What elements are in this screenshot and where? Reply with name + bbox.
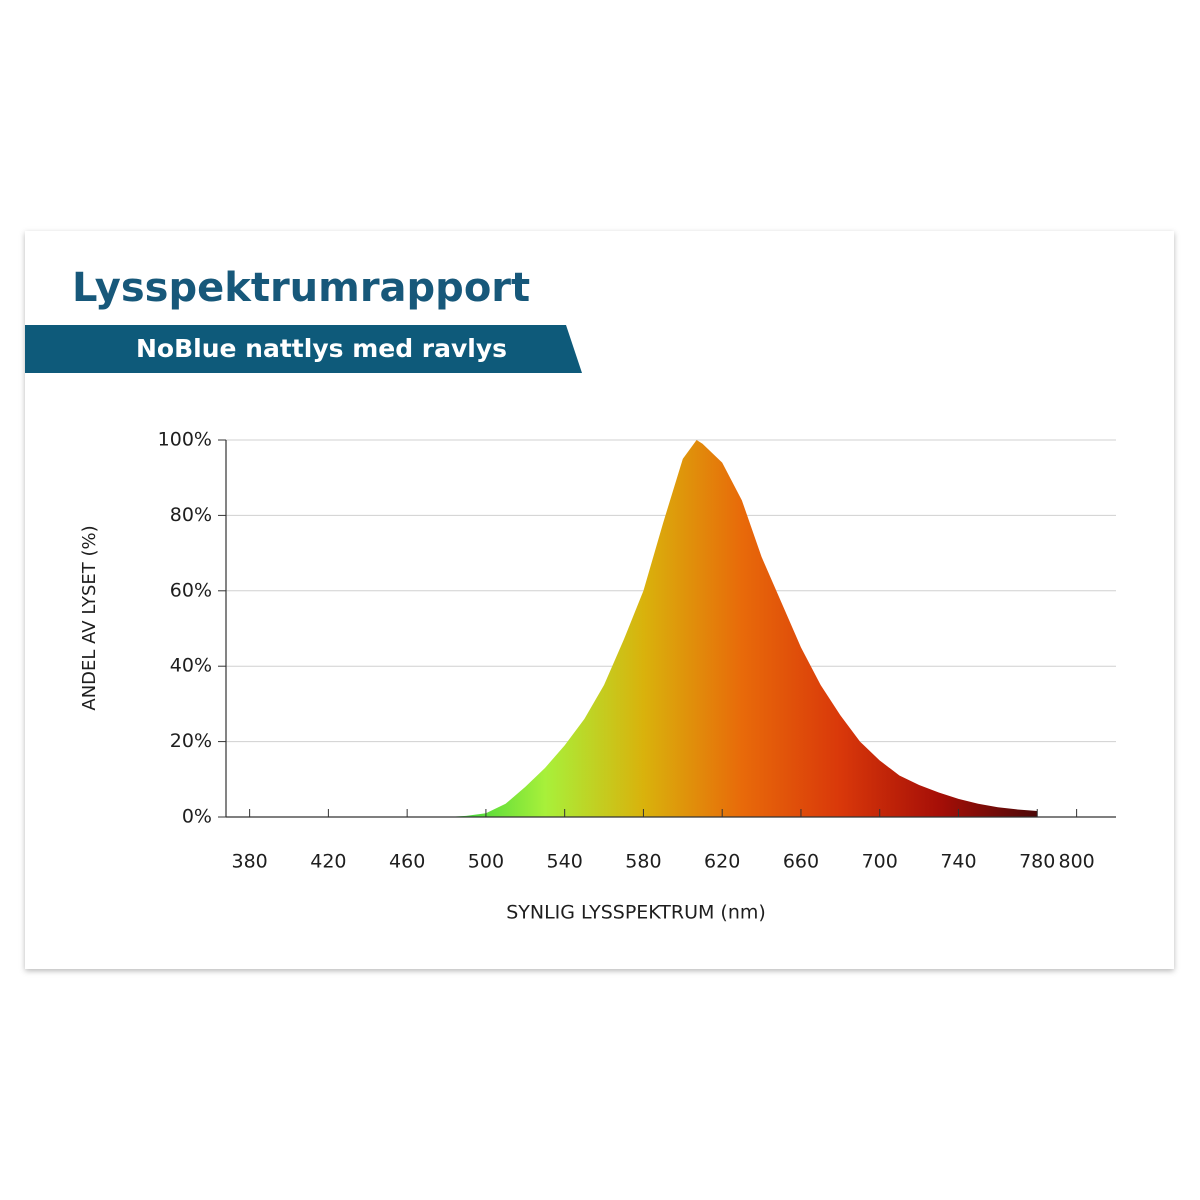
spectrum-area bbox=[426, 440, 1038, 817]
x-tick-label: 580 bbox=[625, 851, 661, 873]
x-tick-label: 620 bbox=[704, 851, 740, 873]
x-tick-label: 700 bbox=[862, 851, 898, 873]
chart-subtitle: NoBlue nattlys med ravlys bbox=[136, 334, 507, 363]
y-tick-label: 0% bbox=[182, 806, 212, 828]
x-tick-label: 800 bbox=[1058, 851, 1094, 873]
x-tick-label: 380 bbox=[231, 851, 267, 873]
x-tick-label: 780 bbox=[1019, 851, 1055, 873]
x-tick-label: 540 bbox=[547, 851, 583, 873]
x-axis-label: SYNLIG LYSSPEKTRUM (nm) bbox=[506, 902, 766, 924]
y-tick-label: 20% bbox=[170, 730, 212, 752]
x-tick-label: 420 bbox=[310, 851, 346, 873]
y-tick-label: 80% bbox=[170, 504, 212, 526]
x-tick-label: 660 bbox=[783, 851, 819, 873]
x-tick-label: 740 bbox=[940, 851, 976, 873]
chart-title: Lysspektrumrapport bbox=[72, 265, 530, 311]
y-axis-label: ANDEL AV LYSET (%) bbox=[79, 525, 100, 710]
y-tick-label: 60% bbox=[170, 579, 212, 601]
x-tick-label: 500 bbox=[468, 851, 504, 873]
y-tick-label: 100% bbox=[158, 429, 212, 451]
y-tick-label: 40% bbox=[170, 655, 212, 677]
x-tick-label: 460 bbox=[389, 851, 425, 873]
subtitle-banner bbox=[25, 325, 582, 373]
